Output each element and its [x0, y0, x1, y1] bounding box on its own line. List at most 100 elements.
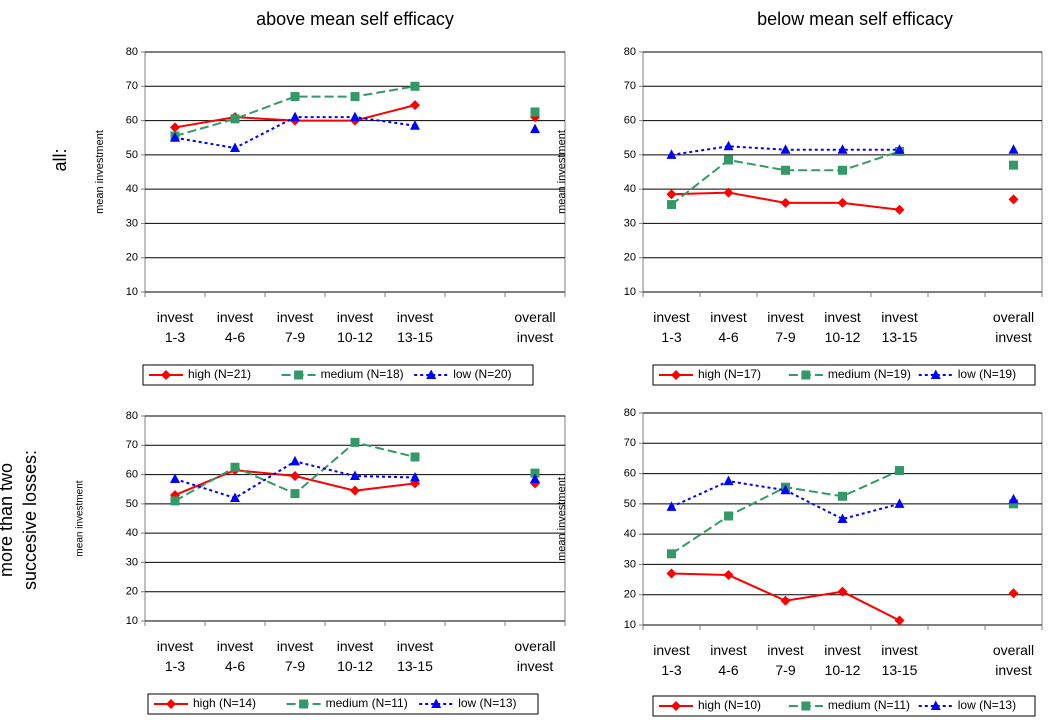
y-axis-label: mean investment: [556, 130, 568, 214]
marker: [837, 197, 848, 208]
marker: [1008, 493, 1019, 504]
x-tick-label-line: overall: [514, 309, 555, 325]
y-axis-label: mean investment: [94, 130, 106, 214]
marker: [290, 455, 300, 466]
y-tick-label: 60: [624, 467, 636, 479]
y-tick-label: 30: [126, 217, 138, 229]
x-tick-label: invest 1-3: [653, 642, 690, 678]
y-tick-label: 50: [126, 149, 138, 161]
x-tick-label: invest 7-9: [767, 642, 804, 678]
x-tick-label-line: invest: [824, 309, 861, 325]
y-tick-label: 30: [624, 558, 636, 570]
x-tick-label: invest 10-12: [337, 309, 374, 345]
marker: [894, 615, 905, 626]
marker: [801, 370, 811, 380]
x-tick-label-line: overall: [993, 309, 1034, 325]
legend-label: high (N=21): [188, 367, 251, 381]
marker: [530, 123, 540, 134]
x-tick-label-line: invest: [653, 309, 690, 325]
x-tick-label: invest 4-6: [217, 638, 254, 674]
x-tick-label-line: invest: [995, 662, 1032, 678]
x-tick-label-line: 1-3: [661, 329, 681, 345]
y-tick-label: 80: [126, 410, 138, 422]
marker: [671, 370, 681, 380]
x-tick-label: invest 13-15: [881, 642, 918, 678]
x-tick-label-line: invest: [397, 638, 434, 654]
y-tick-label: 80: [624, 46, 636, 58]
marker: [170, 473, 180, 483]
x-tick-label-line: 10-12: [337, 658, 373, 674]
marker: [723, 140, 734, 151]
x-tick-label: invest 10-12: [824, 642, 861, 678]
x-tick-label: overall invest: [993, 642, 1034, 678]
marker: [161, 370, 171, 380]
legend: high (N=17) medium (N=19) low (N=19): [652, 364, 1036, 386]
x-tick-label-line: invest: [277, 638, 314, 654]
marker: [666, 149, 677, 159]
x-tick-label: overall invest: [514, 638, 555, 674]
marker: [1008, 194, 1019, 205]
marker: [350, 470, 360, 481]
marker: [230, 462, 240, 472]
marker: [299, 699, 309, 709]
x-tick-label-line: 7-9: [285, 658, 305, 674]
x-tick-label-line: 4-6: [225, 329, 245, 345]
x-tick-label: invest 1-3: [653, 309, 690, 345]
marker: [410, 81, 420, 91]
x-tick-label-line: 1-3: [165, 658, 185, 674]
y-tick-label: 50: [624, 498, 636, 510]
y-tick-label: 50: [624, 149, 636, 161]
x-tick-label-line: invest: [517, 329, 554, 345]
x-tick-label: invest 13-15: [397, 309, 434, 345]
legend-label: low (N=20): [453, 367, 511, 381]
marker: [410, 100, 420, 111]
marker: [230, 142, 240, 152]
legend-label: low (N=19): [958, 367, 1016, 381]
y-tick-label: 40: [126, 527, 138, 539]
column-title: below mean self efficacy: [757, 9, 953, 29]
marker: [290, 92, 300, 102]
marker: [666, 501, 677, 511]
y-tick-label: 70: [624, 80, 636, 92]
legend: high (N=21) medium (N=18) low (N=20): [142, 364, 534, 386]
y-tick-label: 80: [624, 407, 636, 419]
column-title: above mean self efficacy: [256, 9, 454, 29]
x-tick-label-line: invest: [217, 638, 254, 654]
y-tick-label: 70: [624, 437, 636, 449]
x-tick-label-line: 13-15: [882, 329, 918, 345]
y-tick-label: 20: [624, 252, 636, 264]
legend: high (N=14) medium (N=11) low (N=13): [147, 693, 539, 715]
marker: [410, 472, 420, 482]
legend-label: medium (N=11): [828, 698, 910, 712]
x-tick-label-line: 1-3: [661, 662, 681, 678]
marker: [723, 570, 734, 581]
x-tick-label-line: invest: [710, 642, 747, 658]
y-tick-label: 10: [624, 286, 636, 298]
y-tick-label: 20: [126, 586, 138, 598]
legend-box: [652, 695, 1036, 717]
y-axis-label: mean investment: [75, 480, 86, 556]
legend-label: medium (N=11): [326, 696, 408, 710]
x-tick-label-line: invest: [337, 638, 374, 654]
marker: [837, 144, 848, 154]
marker: [930, 700, 941, 710]
marker: [1009, 160, 1018, 170]
marker: [838, 165, 847, 175]
marker: [894, 498, 905, 508]
legend-box: [147, 693, 539, 715]
x-tick-label: invest 13-15: [881, 309, 918, 345]
legend-label: medium (N=19): [828, 367, 911, 381]
marker: [290, 111, 300, 122]
x-tick-label-line: overall: [993, 642, 1034, 658]
marker: [170, 496, 180, 506]
y-tick-label: 80: [126, 46, 138, 58]
marker: [723, 187, 734, 198]
x-tick-label-line: overall: [514, 638, 555, 654]
marker: [781, 165, 790, 175]
marker: [294, 370, 304, 380]
x-tick-label-line: 7-9: [775, 329, 795, 345]
y-tick-label: 20: [624, 589, 636, 601]
x-tick-label-line: 13-15: [882, 662, 918, 678]
marker: [410, 452, 420, 462]
